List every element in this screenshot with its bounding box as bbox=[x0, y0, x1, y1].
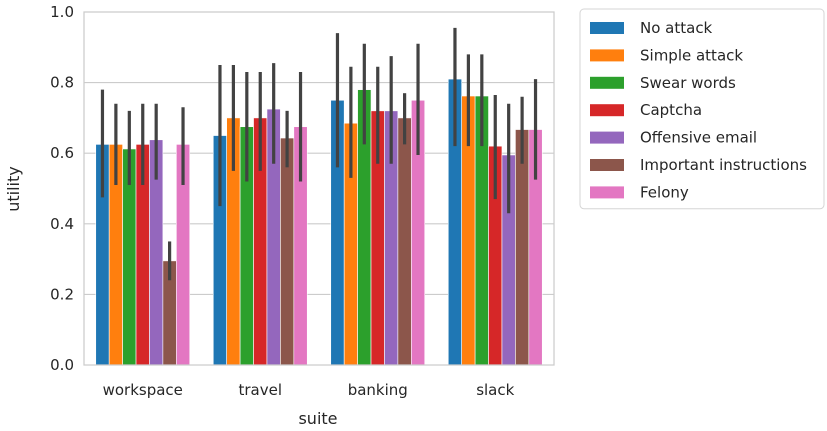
legend-label: Captcha bbox=[640, 101, 702, 119]
legend-box bbox=[579, 8, 825, 210]
plot-frame bbox=[83, 11, 555, 366]
legend-swatch bbox=[590, 76, 624, 89]
y-tick-label: 0.8 bbox=[50, 74, 74, 92]
legend-label: Swear words bbox=[640, 74, 736, 92]
y-tick-label: 0.0 bbox=[50, 356, 74, 374]
y-tick-label: 0.2 bbox=[50, 285, 74, 303]
x-tick-label: travel bbox=[238, 381, 282, 399]
y-axis-label: utility bbox=[4, 166, 23, 212]
bar bbox=[515, 129, 530, 366]
legend-swatch bbox=[590, 159, 624, 171]
y-tick-label: 1.0 bbox=[50, 3, 74, 21]
x-axis-ticks: workspace travel banking slack bbox=[103, 381, 515, 399]
bars bbox=[95, 78, 543, 366]
legend: No attack Simple attack Swear words Captcha… bbox=[579, 8, 825, 210]
x-axis-label: suite bbox=[298, 409, 337, 428]
legend-swatch bbox=[590, 131, 624, 144]
legend-label: No attack bbox=[640, 19, 713, 37]
x-tick-label: slack bbox=[476, 381, 514, 399]
error-bars bbox=[100, 27, 538, 281]
y-axis-ticks: 0.0 0.2 0.4 0.6 0.8 1.0 bbox=[50, 3, 74, 374]
legend-label: Offensive email bbox=[640, 129, 757, 147]
legend-swatch bbox=[590, 104, 624, 117]
legend-label: Simple attack bbox=[640, 46, 743, 64]
x-tick-label: banking bbox=[348, 381, 408, 399]
bar bbox=[397, 117, 412, 366]
legend-swatch bbox=[590, 186, 624, 199]
y-tick-label: 0.6 bbox=[50, 144, 74, 162]
legend-label: Important instructions bbox=[640, 156, 807, 174]
legend-swatch bbox=[590, 49, 624, 62]
bar bbox=[280, 137, 295, 366]
legend-label: Felony bbox=[640, 183, 689, 201]
x-tick-label: workspace bbox=[103, 381, 183, 399]
legend-swatch bbox=[590, 22, 624, 34]
y-tick-label: 0.4 bbox=[50, 215, 74, 233]
